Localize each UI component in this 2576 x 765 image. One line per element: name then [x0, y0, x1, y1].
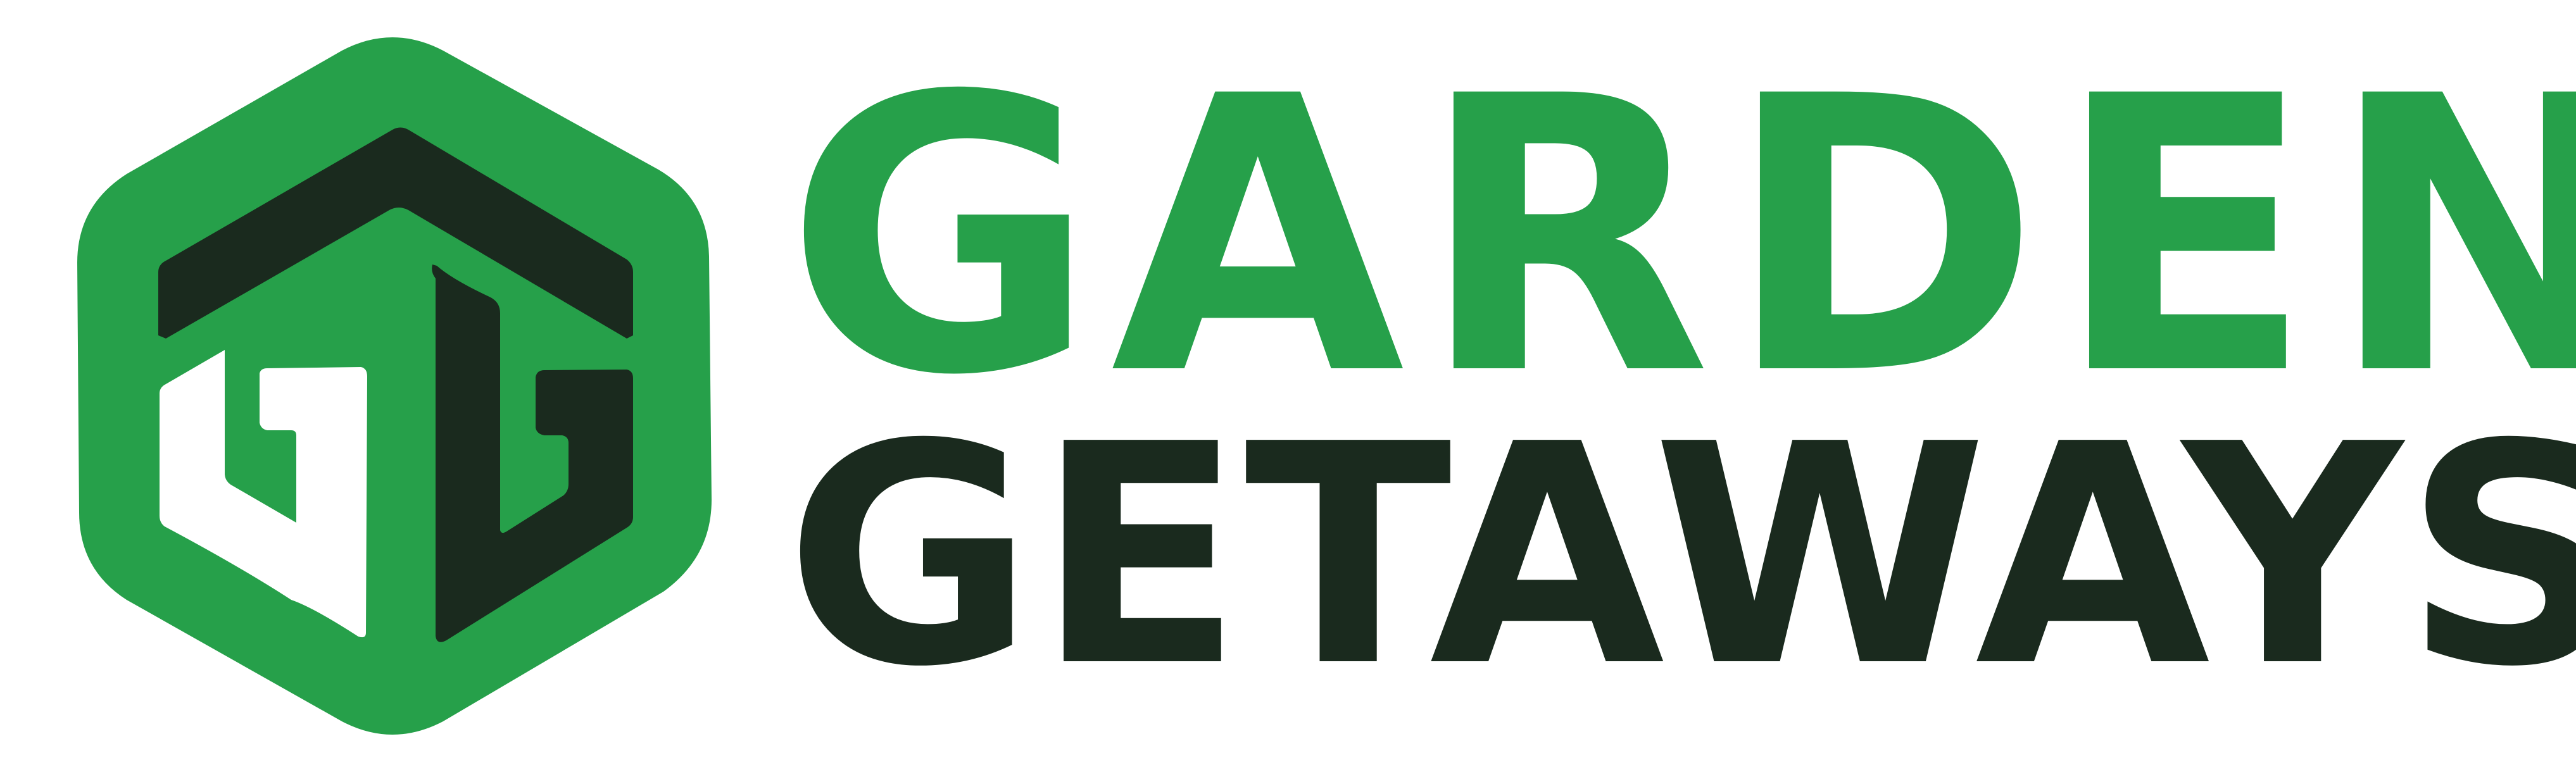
wordmark: GARDEN GETAWAYS — [785, 38, 2576, 721]
roof-chevron-shape — [158, 127, 633, 339]
monogram-left-g-shape — [160, 350, 367, 638]
brand-name-line-2: GETAWAYS — [785, 380, 2576, 733]
logo-mark-icon — [77, 37, 712, 735]
brand-name-line-1: GARDEN — [785, 16, 2576, 458]
monogram-right-g-shape — [432, 264, 633, 642]
